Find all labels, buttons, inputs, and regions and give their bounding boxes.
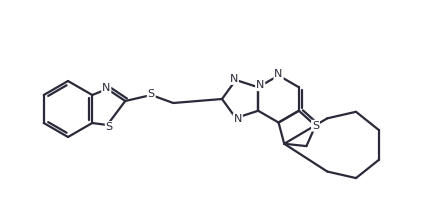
Text: S: S — [106, 122, 113, 132]
Text: N: N — [230, 74, 238, 84]
Text: N: N — [275, 70, 283, 80]
Text: N: N — [256, 80, 264, 90]
Text: N: N — [234, 114, 242, 124]
Text: S: S — [148, 89, 155, 99]
Text: N: N — [102, 83, 110, 93]
Text: S: S — [312, 121, 319, 131]
